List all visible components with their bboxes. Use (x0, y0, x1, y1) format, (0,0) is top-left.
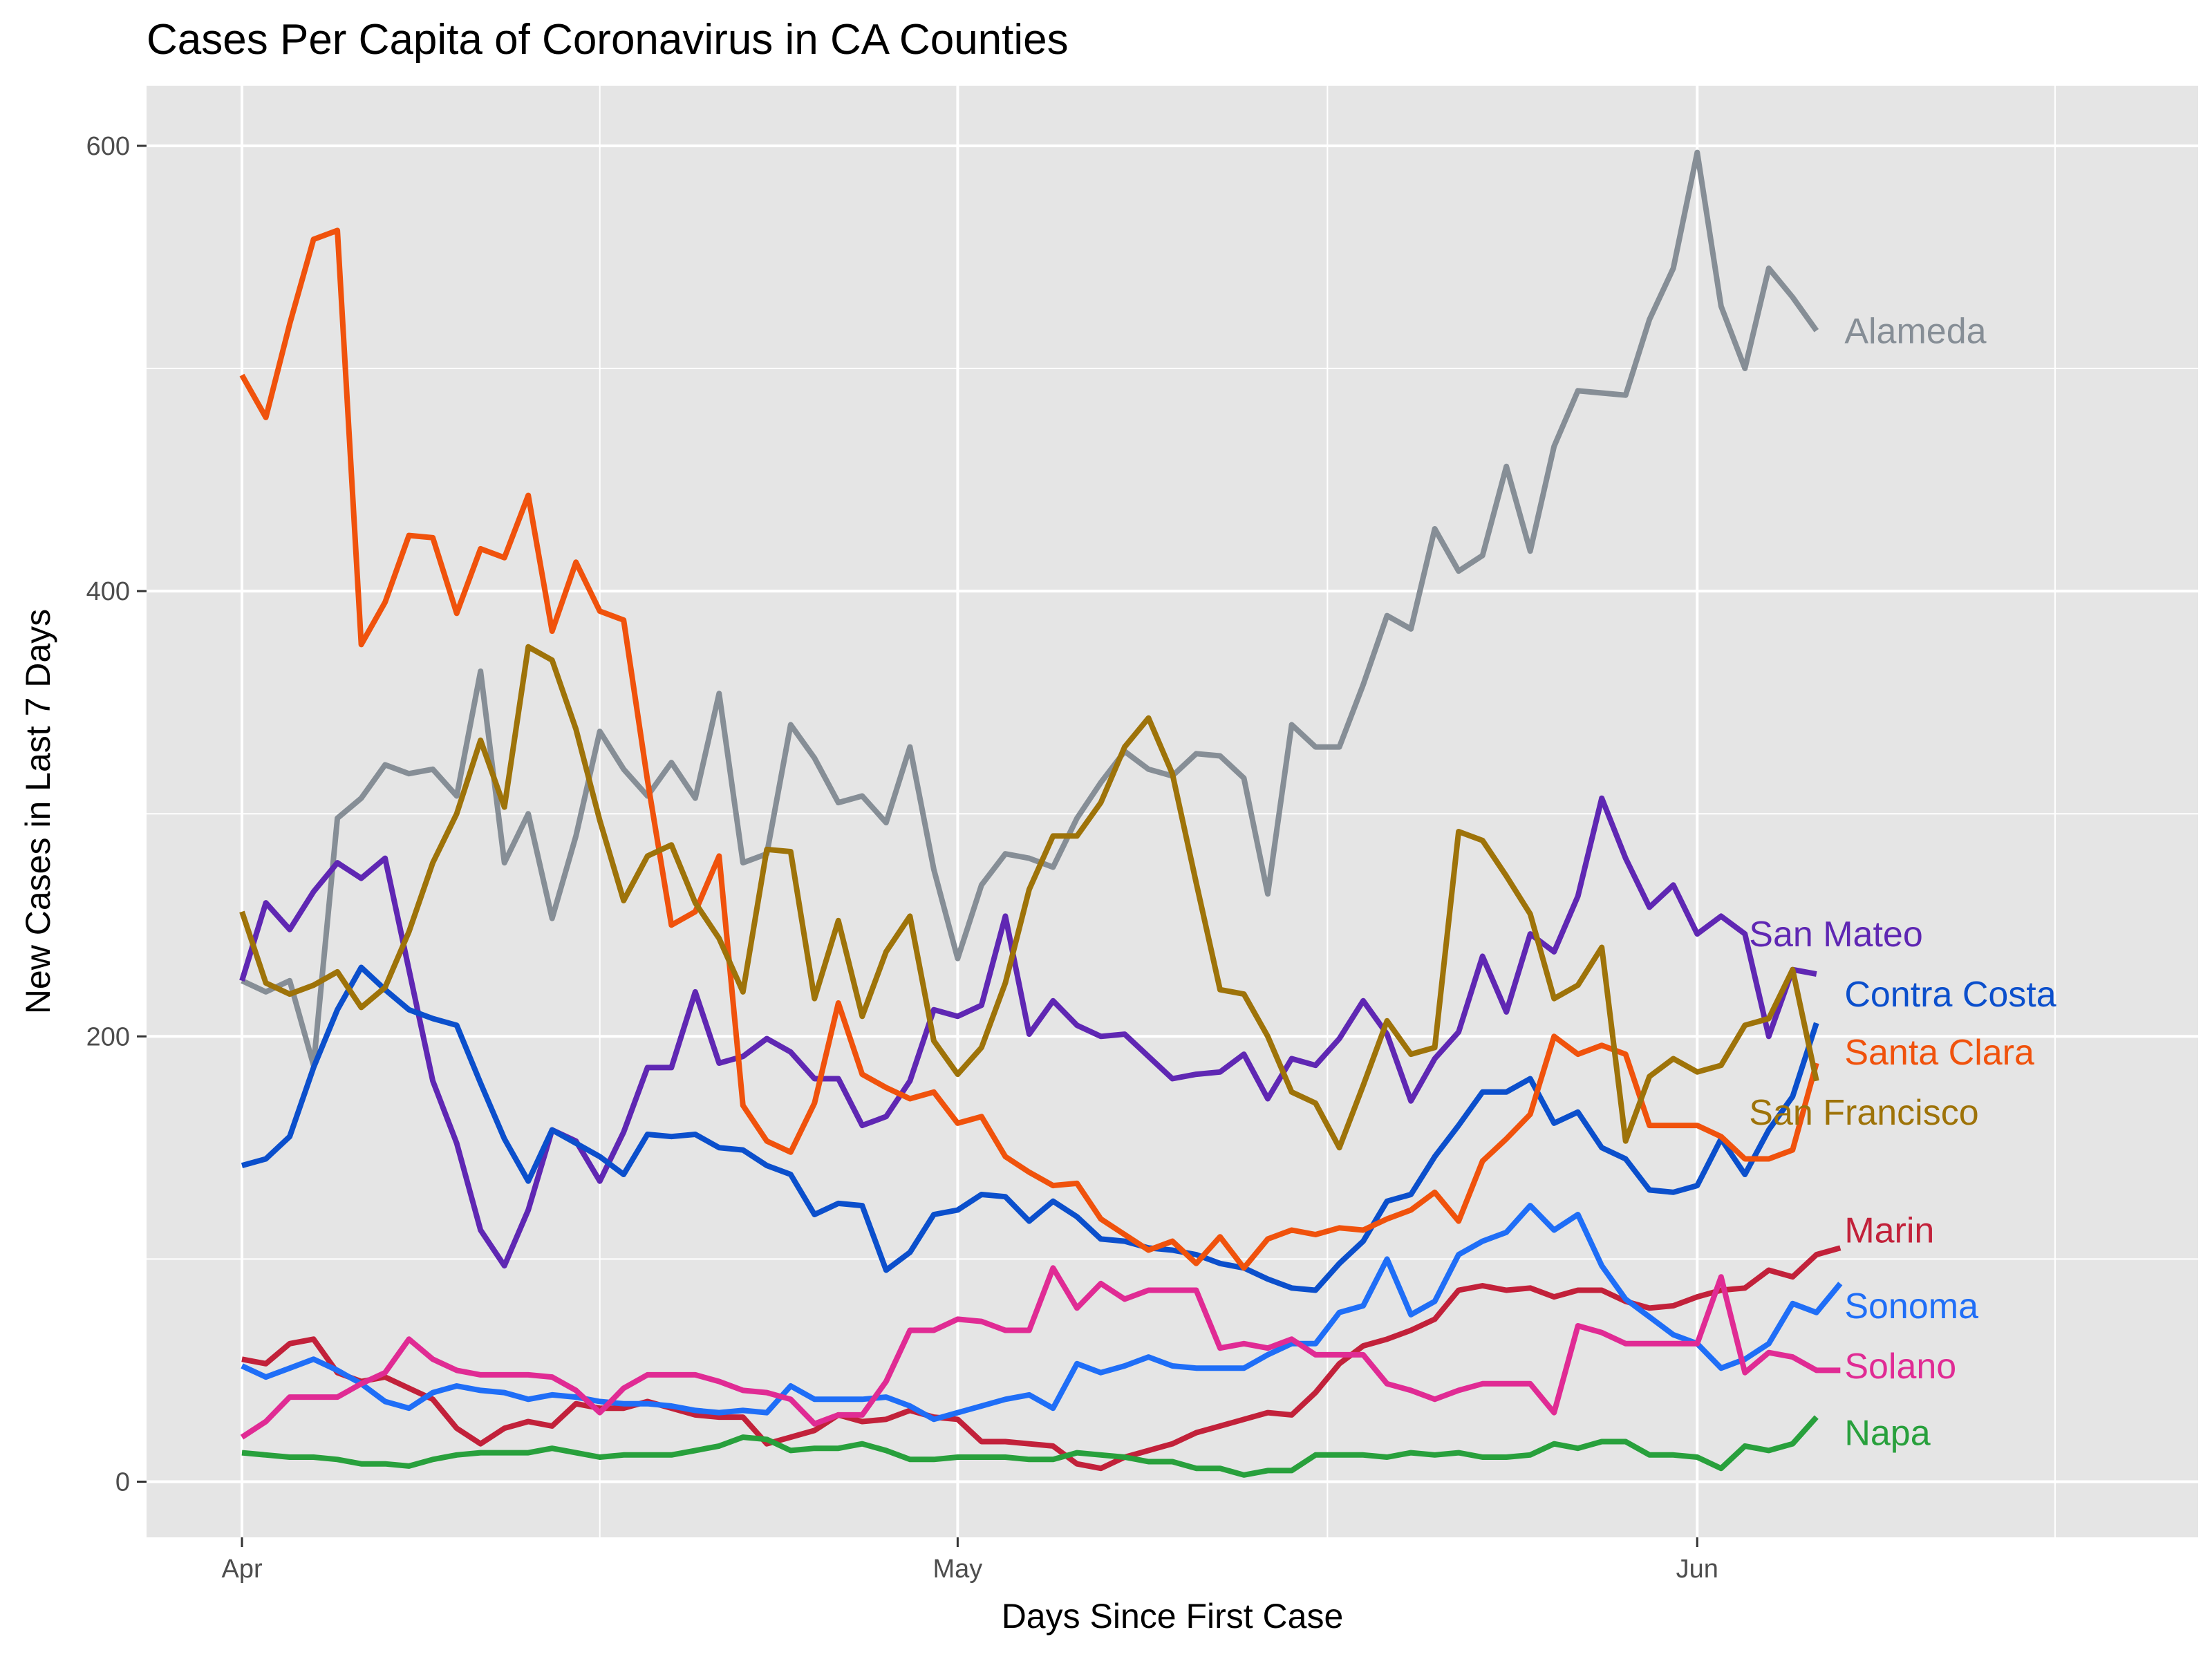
series-label-napa: Napa (1844, 1414, 1930, 1454)
series-line-santa-clara (239, 227, 1819, 1271)
plot-panel (147, 86, 2198, 1537)
series-line-marin (241, 1245, 1841, 1472)
x-axis: Apr May Jun (221, 1537, 1718, 1584)
y-axis: 0 200 400 600 (86, 132, 147, 1497)
x-tick-label: May (932, 1555, 982, 1584)
series-line-napa (241, 1415, 1819, 1478)
series-label-sonoma: Sonoma (1844, 1286, 1978, 1327)
series-label-alameda: Alameda (1844, 311, 1986, 351)
y-tick-label: 400 (86, 577, 130, 606)
x-tick-label: Apr (221, 1555, 262, 1584)
series-line-sonoma (241, 1203, 1843, 1423)
series-line-solano (240, 1265, 1841, 1440)
chart-title: Cases Per Capita of Coronavirus in CA Co… (147, 16, 1069, 64)
series-label-solano: Solano (1844, 1347, 1956, 1387)
series-line-san-mateo (239, 795, 1817, 1269)
series-lines (239, 149, 1843, 1478)
minor-gridlines (147, 86, 2198, 1537)
series-label-marin: Marin (1844, 1211, 1934, 1251)
series-line-alameda (241, 149, 1819, 1069)
y-axis-title: New Cases in Last 7 Days (19, 609, 57, 1014)
series-label-santa-clara: Santa Clara (1844, 1033, 2034, 1073)
series-label-contra-costa: Contra Costa (1844, 975, 2056, 1015)
x-tick-label: Jun (1676, 1555, 1718, 1584)
y-tick-label: 200 (86, 1022, 130, 1051)
x-axis-title: Days Since First Case (1002, 1597, 1344, 1635)
major-gridlines (147, 86, 2198, 1537)
y-tick-label: 600 (86, 132, 130, 161)
y-tick-label: 0 (115, 1468, 130, 1497)
series-line-san-francisco (239, 644, 1819, 1151)
series-line-contra-costa (241, 964, 1819, 1293)
series-label-san-francisco: San Francisco (1749, 1093, 1978, 1133)
series-label-san-mateo: San Mateo (1749, 915, 1923, 955)
series-labels: Alameda San Mateo Contra Costa Santa Clara S… (1749, 311, 2056, 1453)
